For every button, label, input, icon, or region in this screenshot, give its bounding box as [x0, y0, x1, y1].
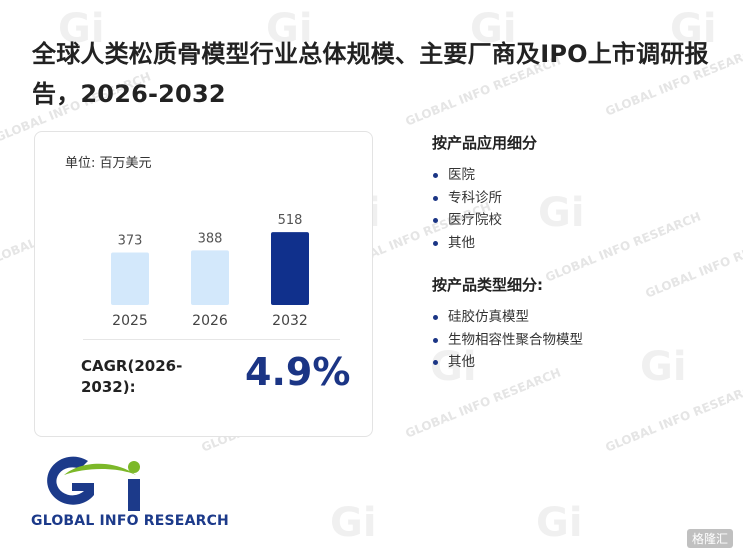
logo-text: GLOBAL INFO RESEARCH [31, 513, 229, 529]
market-size-card: 单位: 百万美元 373 2025 388 2026 518 2032 CAGR(2026… [34, 131, 373, 437]
watermark-logo: Gi [536, 500, 583, 546]
application-item: 其他 [432, 232, 502, 255]
bar-value-label: 373 [118, 234, 143, 249]
page-title: 全球人类松质骨模型行业总体规模、主要厂商及IPO上市调研报告，2026-2032 [32, 40, 709, 108]
bar-2032 [271, 232, 309, 305]
watermark-text: GLOBAL INFO RESEARCH [403, 365, 563, 441]
bar-2026 [191, 250, 229, 305]
category-label: 2032 [272, 313, 308, 329]
bullet-icon [433, 337, 438, 343]
unit-label: 单位: 百万美元 [65, 156, 152, 171]
logo-swoosh [64, 463, 136, 475]
application-item: 医院 [432, 164, 502, 187]
application-item-label: 医院 [448, 167, 475, 183]
logo-i-dot [128, 461, 140, 473]
type-item-label: 其他 [448, 354, 475, 370]
bullet-icon [433, 360, 438, 365]
bullet-icon [433, 195, 438, 201]
type-list: 硅胶仿真模型生物相容性聚合物模型 其他 [432, 306, 583, 374]
watermark-text: GLOBAL INFO RESEARCH [543, 209, 703, 285]
application-item: 医疗院校 [432, 209, 502, 232]
watermark-logo: Gi [538, 190, 585, 236]
type-item: 硅胶仿真模型 [432, 306, 583, 329]
bullet-icon [433, 218, 438, 223]
type-item-label: 硅胶仿真模型 [448, 309, 529, 325]
type-item: 其他 [432, 351, 583, 374]
bar-value-label: 518 [278, 213, 303, 228]
type-item: 生物相容性聚合物模型 [432, 329, 583, 352]
category-label: 2026 [192, 313, 228, 329]
cagr-value: 4.9% [245, 350, 351, 394]
application-item-label: 专科诊所 [448, 189, 502, 206]
divider [83, 339, 340, 340]
watermark-text: GLOBAL INFO RESEARCH [643, 225, 743, 301]
watermark-text: GLOBAL INFO RESEARCH [603, 379, 743, 455]
watermark-logo: Gi [640, 344, 687, 390]
bullet-icon [433, 240, 438, 246]
logo-i-stem [128, 479, 140, 511]
corner-watermark: 格隆汇 [686, 529, 733, 548]
cagr-label: CAGR(2026-2032): [81, 357, 183, 396]
type-item-label: 生物相容性聚合物模型 [448, 331, 583, 348]
application-item-label: 医疗院校 [448, 212, 502, 228]
global-info-research-logo [47, 456, 140, 511]
application-list: 医院专科诊所医疗院校其他 [432, 164, 502, 254]
bar-chart: 373 2025 388 2026 518 2032 [111, 213, 309, 329]
application-item: 专科诊所 [432, 187, 502, 210]
watermark-logo: Gi [330, 500, 377, 546]
logo-g-shape [47, 456, 94, 505]
category-label: 2025 [112, 313, 148, 329]
application-item-label: 其他 [448, 234, 475, 251]
type-section-title: 按产品类型细分: [432, 276, 543, 294]
bullet-icon [433, 315, 438, 320]
bullet-icon [433, 173, 438, 178]
bar-value-label: 388 [198, 231, 223, 246]
application-section-title: 按产品应用细分 [432, 134, 538, 152]
bar-2025 [111, 252, 149, 305]
